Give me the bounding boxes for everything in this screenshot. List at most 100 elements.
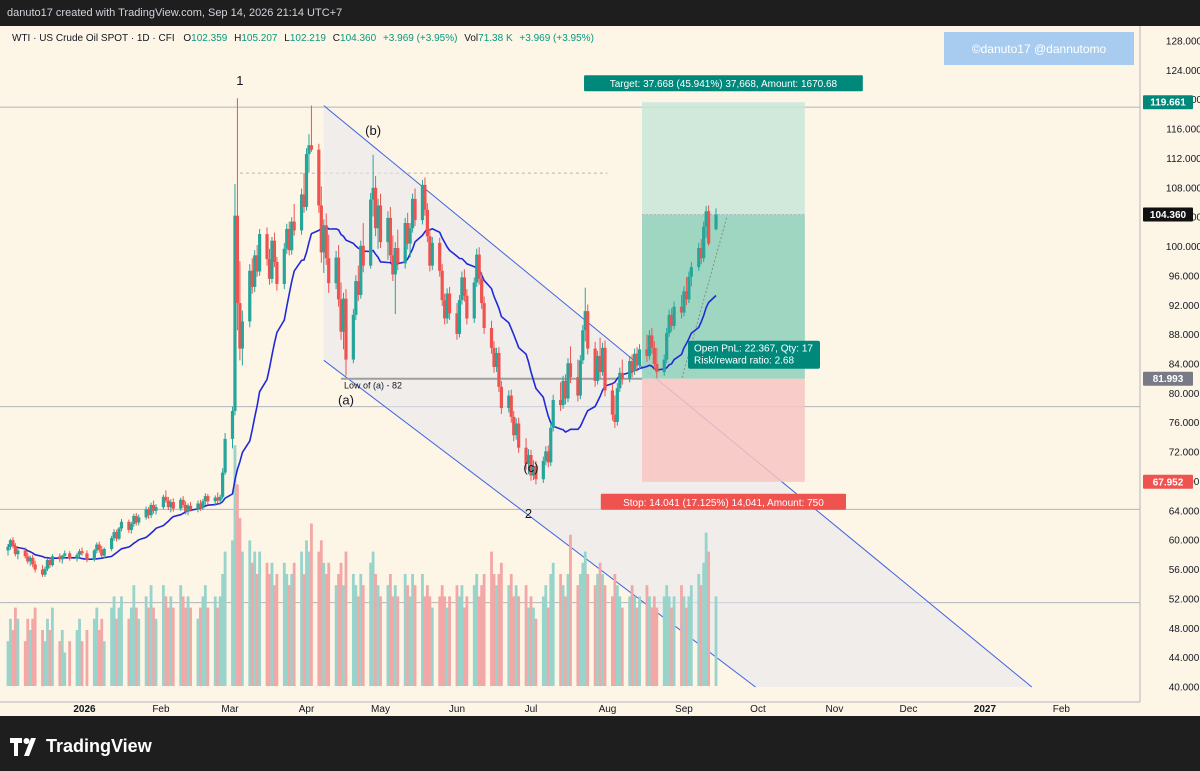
price-axis[interactable]: 128.000124.000120.000116.000112.000108.0…	[1139, 26, 1200, 716]
volume-bar	[635, 607, 639, 686]
volume-bar	[499, 562, 503, 686]
volume-bar	[532, 607, 535, 686]
volume-bar	[514, 585, 518, 686]
candle	[635, 347, 639, 372]
volume-bar	[665, 585, 669, 686]
candle	[147, 507, 151, 519]
watermark-text: ©danuto17 @dannutomo	[972, 42, 1107, 56]
candle	[517, 417, 521, 453]
candle-body	[290, 221, 294, 251]
volume-bar	[672, 596, 676, 686]
volume-bar	[184, 607, 188, 686]
candle-body	[169, 502, 173, 508]
candle-body	[149, 504, 153, 516]
candle-body	[561, 380, 565, 406]
volume-bar	[689, 585, 693, 686]
volume-bar	[361, 585, 365, 686]
candle	[196, 500, 200, 513]
candle	[507, 390, 511, 413]
candle	[270, 237, 274, 284]
candle-body	[655, 364, 659, 373]
candle-body	[475, 254, 479, 283]
candle-body	[549, 427, 553, 463]
candle-body	[563, 380, 568, 399]
candle-body	[526, 455, 531, 464]
candle-body	[216, 497, 220, 501]
price-label-bg	[1143, 371, 1193, 386]
volume-bar	[75, 630, 79, 686]
candle-body	[50, 556, 55, 566]
candle	[613, 395, 617, 428]
volume-bar	[507, 585, 511, 686]
time-tick-label: 2027	[974, 704, 997, 715]
volume-bar	[598, 562, 602, 686]
candle-body	[144, 509, 148, 518]
candle-body	[403, 223, 407, 264]
candle	[201, 499, 205, 511]
volume-bar	[645, 585, 649, 686]
candle	[549, 422, 553, 467]
long-position-tool[interactable]: Target: 37.668 (45.941%) 37,668, Amount:…	[584, 75, 863, 510]
candle-body	[179, 499, 183, 509]
candle-body	[270, 240, 274, 279]
candle-body	[583, 311, 587, 331]
candle	[423, 177, 427, 216]
candle-body	[132, 515, 136, 525]
candle-body	[386, 217, 390, 243]
candle	[184, 501, 188, 515]
candle-body	[327, 258, 331, 284]
candle	[238, 261, 242, 361]
volume-bar	[544, 585, 548, 686]
candle-body	[334, 257, 338, 284]
volume-bar	[310, 523, 313, 686]
volume-bar	[403, 574, 407, 686]
volume-bar	[421, 574, 424, 686]
volume-bar	[460, 585, 464, 686]
candle	[43, 566, 47, 577]
candle	[50, 554, 55, 567]
tradingview-logo[interactable]: TradingView	[10, 736, 152, 757]
candle-body	[593, 348, 597, 381]
candle	[164, 490, 168, 503]
stop-label: Stop: 14.041 (17.125%) 14,041, Amount: 7…	[600, 493, 847, 510]
price-chart[interactable]: Low of (a) - 82 Target: 37.668 (45.941%)…	[0, 26, 1200, 716]
time-axis[interactable]: 2026 Feb Mar Apr May Jun Jul Aug Sep Oct Nov Dec 202…	[0, 701, 1140, 715]
volume-bar	[270, 562, 274, 686]
volume-bar	[100, 618, 104, 686]
volume-bar	[6, 641, 10, 686]
candle	[551, 394, 555, 432]
candle	[647, 330, 652, 360]
volume-bar	[576, 585, 580, 686]
volume-bar	[440, 585, 444, 686]
chart-panel[interactable]: Low of (a) - 82 Target: 37.668 (45.941%)…	[0, 26, 1200, 716]
candle	[100, 546, 104, 558]
price-label: 104.360	[1143, 207, 1193, 222]
candle	[410, 193, 415, 233]
candle-body	[287, 228, 291, 251]
candle	[272, 232, 277, 268]
candle-body	[662, 359, 666, 373]
volume-bar	[179, 585, 183, 686]
volume-bar	[324, 574, 328, 686]
time-tick-label: Jun	[449, 704, 465, 715]
candle-body	[75, 554, 79, 559]
candle-body	[31, 557, 35, 565]
volume-bar	[292, 562, 296, 686]
candle-body	[188, 505, 193, 510]
candle	[514, 418, 518, 440]
candle-body	[267, 259, 272, 279]
candle	[633, 348, 637, 376]
target-label: Target: 37.668 (45.941%) 37,668, Amount:…	[584, 75, 863, 92]
volume-bar	[238, 518, 242, 686]
volume-bar	[213, 596, 217, 686]
candle	[97, 541, 101, 553]
volume-bar	[406, 585, 410, 686]
candle	[438, 237, 442, 277]
candle-body	[647, 335, 652, 356]
volume-bar	[480, 585, 484, 686]
time-tick-label: Apr	[299, 704, 315, 715]
volume-bar	[359, 574, 363, 686]
volume-bar	[546, 607, 550, 686]
candle-body	[610, 390, 615, 415]
candle-body	[317, 149, 321, 206]
